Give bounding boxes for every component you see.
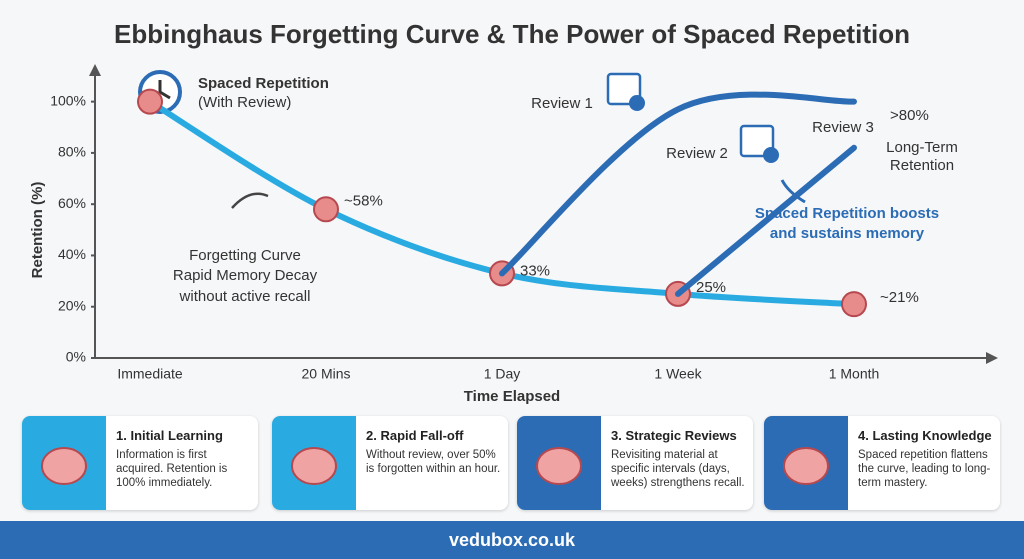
series-label: Forgetting Curve — [189, 247, 301, 264]
x-axis-arrow — [986, 352, 998, 364]
card-text: Without review, over 50% is forgotten wi… — [366, 449, 501, 475]
info-card: 4. Lasting Knowledge Spaced repetition fl… — [764, 416, 1000, 510]
x-tick-label: 1 Week — [654, 366, 702, 382]
card-icon — [272, 416, 356, 510]
y-tick-label: 100% — [50, 92, 86, 108]
y-axis-arrow — [89, 64, 101, 76]
card-title: 3. Strategic Reviews — [611, 428, 737, 443]
x-axis-title: Time Elapsed — [464, 388, 560, 405]
info-card: 1. Initial Learning Information is first … — [22, 416, 258, 510]
value-label: >80% — [890, 107, 929, 124]
annotation: Rapid Memory Decay — [173, 267, 318, 284]
legend-subtitle: (With Review) — [198, 94, 291, 111]
calendar-icon — [606, 72, 779, 163]
annotation: Spaced Repetition boosts — [755, 205, 939, 222]
annotation: without active recall — [179, 288, 311, 305]
y-tick-label: 0% — [66, 349, 86, 365]
y-axis-title: Retention (%) — [29, 182, 46, 279]
x-tick-label: Immediate — [117, 366, 183, 382]
series-line — [499, 91, 857, 277]
y-tick-label: 40% — [58, 246, 86, 262]
icon-art — [291, 447, 337, 485]
card-title: 1. Initial Learning — [116, 428, 223, 443]
card-icon — [764, 416, 848, 510]
icon-art — [536, 447, 582, 485]
x-tick-label: 1 Month — [829, 366, 880, 382]
value-label: 25% — [696, 279, 726, 296]
footer: vedubox.co.uk — [0, 521, 1024, 559]
series-label: Review 2 — [666, 145, 728, 162]
icon-art — [41, 447, 87, 485]
info-card: 3. Strategic Reviews Revisiting material … — [517, 416, 753, 510]
card-icon — [22, 416, 106, 510]
y-tick-label: 80% — [58, 144, 86, 160]
y-tick-label: 20% — [58, 297, 86, 313]
series-line — [675, 144, 857, 297]
annotation: Retention — [890, 157, 954, 174]
value-label: ~58% — [344, 192, 383, 209]
card-title: 4. Lasting Knowledge — [858, 428, 992, 443]
x-tick-label: 20 Mins — [301, 366, 350, 382]
value-label: ~21% — [880, 289, 919, 306]
x-tick-label: 1 Day — [484, 366, 521, 382]
icon-art — [783, 447, 829, 485]
card-text: Spaced repetition flattens the curve, le… — [858, 449, 991, 489]
data-point — [841, 291, 867, 318]
value-label: 33% — [520, 262, 550, 279]
annotation: Long-Term — [886, 139, 958, 156]
card-icon — [517, 416, 601, 510]
series-label: Review 1 — [531, 95, 593, 112]
card-title: 2. Rapid Fall-off — [366, 428, 464, 443]
data-point — [137, 88, 163, 115]
annotation-arrow — [780, 179, 806, 204]
data-point — [313, 196, 339, 223]
legend-title: Spaced Repetition — [198, 75, 329, 92]
annotation: and sustains memory — [770, 225, 925, 242]
y-tick-label: 60% — [58, 195, 86, 211]
info-card: 2. Rapid Fall-off Without review, over 50… — [272, 416, 508, 510]
cards: 1. Initial Learning Information is first … — [0, 416, 1024, 512]
card-text: Information is first acquired. Retention… — [116, 449, 228, 489]
card-text: Revisiting material at specific interval… — [611, 449, 745, 489]
chart: Ebbinghaus Forgetting Curve & The Power … — [29, 19, 998, 405]
annotation: Review 3 — [812, 119, 874, 136]
annotation-arrow — [231, 192, 269, 209]
chart-title: Ebbinghaus Forgetting Curve & The Power … — [114, 19, 910, 49]
